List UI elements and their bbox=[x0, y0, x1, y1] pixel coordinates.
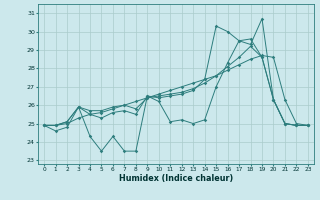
X-axis label: Humidex (Indice chaleur): Humidex (Indice chaleur) bbox=[119, 174, 233, 183]
